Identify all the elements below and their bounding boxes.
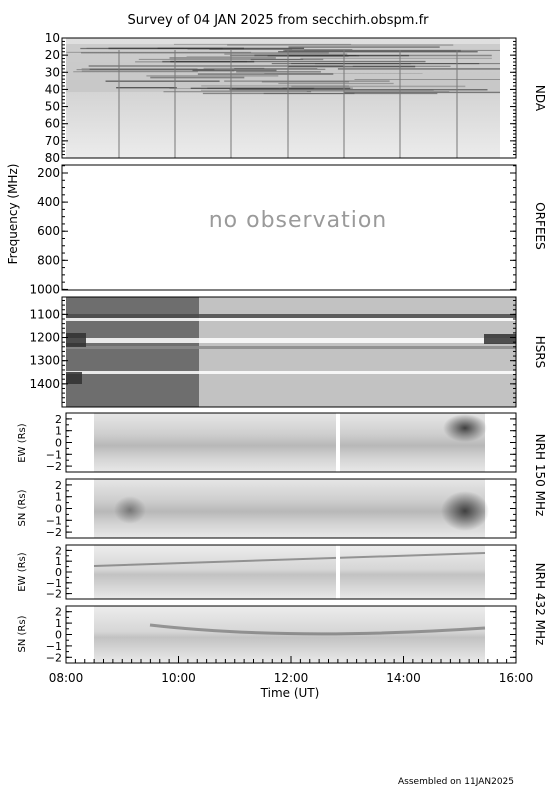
y-tick-label: 2 <box>55 413 62 426</box>
y-tick-label: −1 <box>46 640 62 653</box>
y-tick-label: 1 <box>55 617 62 630</box>
panel-ylabel: EW (Rs) <box>17 552 28 591</box>
y-tick-label: 1 <box>55 555 62 568</box>
panel-nrh432-sn: 210−1−2 SN (Rs) <box>17 605 517 664</box>
y-tick-label: 30 <box>45 65 60 79</box>
y-tick-label: 0 <box>55 629 62 642</box>
hsrs-early-dark <box>66 297 199 407</box>
y-tick-label: 2 <box>55 544 62 557</box>
panel-ylabel: EW (Rs) <box>17 423 28 462</box>
hsrs-band <box>66 346 516 349</box>
y-tick-label: 20 <box>45 48 60 62</box>
figure-title: Survey of 04 JAN 2025 from secchirh.obsp… <box>128 13 430 28</box>
y-tick-label: 400 <box>37 195 60 209</box>
x-tick-label: 16:00 <box>499 671 534 685</box>
y-tick-label: 0 <box>55 566 62 579</box>
panel-ylabel: SN (Rs) <box>17 615 28 652</box>
y-tick-label: 10 <box>45 31 60 45</box>
y-tick-label: −2 <box>46 651 62 664</box>
y-tick-label: −2 <box>46 526 62 539</box>
y-tick-label: 0 <box>55 437 62 450</box>
nrh-gap <box>336 413 340 472</box>
nrh-gap <box>336 545 340 599</box>
time-axis: 08:00 10:00 12:00 14:00 16:00 <box>49 656 534 685</box>
nrh-image <box>94 413 485 472</box>
y-tick-label: −1 <box>46 448 62 461</box>
y-tick-label: 1200 <box>29 331 60 345</box>
y-tick-label: 0 <box>55 503 62 516</box>
nda-emission-streaks <box>66 43 500 158</box>
y-tick-label: 70 <box>45 134 60 148</box>
y-tick-label: 40 <box>45 82 60 96</box>
nrh-bright-source <box>441 491 489 531</box>
nrh-image <box>94 545 485 599</box>
y-tick-label: 2 <box>55 479 62 492</box>
panel-nrh432-ew: 210−1−2 EW (Rs) <box>17 544 517 601</box>
panel-nrh150-ew: 210−1−2 EW (Rs) <box>17 412 517 473</box>
y-tick-label: −1 <box>46 514 62 527</box>
x-tick-label: 08:00 <box>49 671 84 685</box>
y-tick-label: 80 <box>45 151 60 165</box>
nrh432-side-label: NRH 432 MHz <box>533 563 547 646</box>
nrh-bright-source <box>443 414 487 442</box>
y-tick-label: 1 <box>55 491 62 504</box>
instrument-label: ORFEES <box>533 202 547 249</box>
panel-frame <box>61 37 517 159</box>
y-tick-label: 1400 <box>29 377 60 391</box>
y-tick-label: −2 <box>46 588 62 601</box>
nrh150-side-label: NRH 150 MHz <box>533 434 547 517</box>
y-tick-label: 600 <box>37 224 60 238</box>
y-tick-label: 1100 <box>29 307 60 321</box>
y-tick-label: 800 <box>37 253 60 267</box>
hsrs-frequency-bands <box>66 314 516 384</box>
x-tick-label: 10:00 <box>161 671 196 685</box>
instrument-label: HSRS <box>533 336 547 369</box>
shared-ylabel: Frequency (MHz) <box>6 164 20 265</box>
panel-frame <box>61 164 517 291</box>
y-tick-label: 1000 <box>29 282 60 296</box>
nrh-image <box>94 479 485 538</box>
x-tick-label: 12:00 <box>274 671 309 685</box>
panel-ylabel: SN (Rs) <box>17 489 28 526</box>
panel-frame <box>61 296 517 408</box>
nrh-bright-source <box>114 496 146 524</box>
hsrs-band <box>66 338 516 343</box>
y-tick-label: 60 <box>45 117 60 131</box>
hsrs-band <box>66 333 86 347</box>
y-tick-label: 1 <box>55 425 62 438</box>
x-tick-label: 14:00 <box>386 671 421 685</box>
hsrs-band <box>66 372 82 384</box>
panel-orfees: no observation 200 400 600 800 1000 ORFEES <box>29 164 547 296</box>
y-tick-label: 200 <box>37 166 60 180</box>
instrument-label: NDA <box>533 85 547 112</box>
x-axis-label: Time (UT) <box>260 686 320 700</box>
y-tick-label: −1 <box>46 577 62 590</box>
assembled-footer: Assembled on 11JAN2025 <box>398 777 514 787</box>
hsrs-band <box>66 371 516 374</box>
y-tick-label: 1300 <box>29 354 60 368</box>
panel-nda: 10 20 30 40 50 60 70 80 NDA <box>45 31 547 165</box>
panel-hsrs: 1100 1200 1300 1400 HSRS <box>29 296 547 408</box>
y-tick-label: −2 <box>46 460 62 473</box>
hsrs-band <box>484 334 516 344</box>
no-observation-note: no observation <box>209 208 388 233</box>
y-tick-label: 2 <box>55 606 62 619</box>
hsrs-band <box>66 318 516 321</box>
nrh-source-track <box>93 552 486 567</box>
y-tick-label: 50 <box>45 100 60 114</box>
hsrs-band <box>66 314 516 318</box>
nrh-source-track <box>149 623 486 636</box>
panel-nrh150-sn: 210−1−2 SN (Rs) <box>17 478 517 539</box>
